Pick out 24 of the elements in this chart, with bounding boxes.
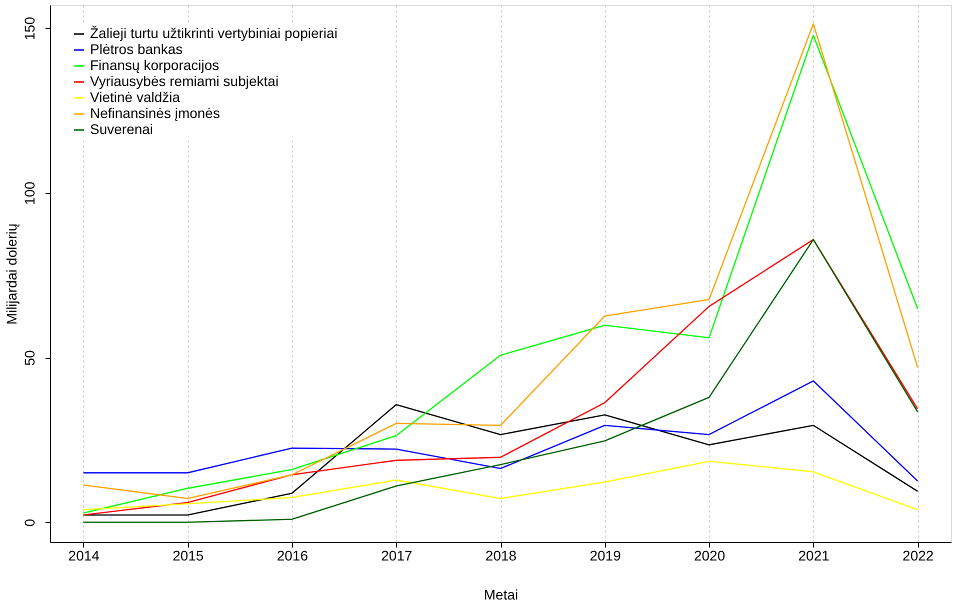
x-axis-title: Metai [484,586,518,602]
line-series [82,460,918,510]
x-tick-label: 2021 [798,548,830,564]
legend-label: Plėtros bankas [90,41,183,57]
x-tick-label: 2016 [276,548,308,564]
y-axis-title: Milijardai dolerių [4,223,20,325]
x-tick-label: 2015 [172,548,204,564]
y-tick-label: 100 [22,181,38,205]
x-tick-label: 2019 [590,548,622,564]
x-tick-label: 2018 [485,548,517,564]
legend-label: Finansų korporacijos [90,57,220,73]
legend-label: Žalieji turtu užtikrinti vertybiniai popieriai [90,25,338,41]
x-tick-label: 2020 [694,548,726,564]
legend-label: Vyriausybės remiami subjektai [90,73,279,89]
legend-label: Nefinansinės įmonės [90,105,220,121]
legend-label: Vietinė valdžia [90,89,180,105]
y-tick-label: 50 [22,350,38,366]
x-tick-label: 2014 [68,548,100,564]
legend-label: Suverenai [90,121,154,137]
y-tick-label: 0 [22,518,38,527]
x-tick-label: 2017 [381,548,412,564]
line-series [82,380,918,482]
y-tick-label: 150 [22,16,38,40]
x-tick-label: 2022 [902,548,934,564]
